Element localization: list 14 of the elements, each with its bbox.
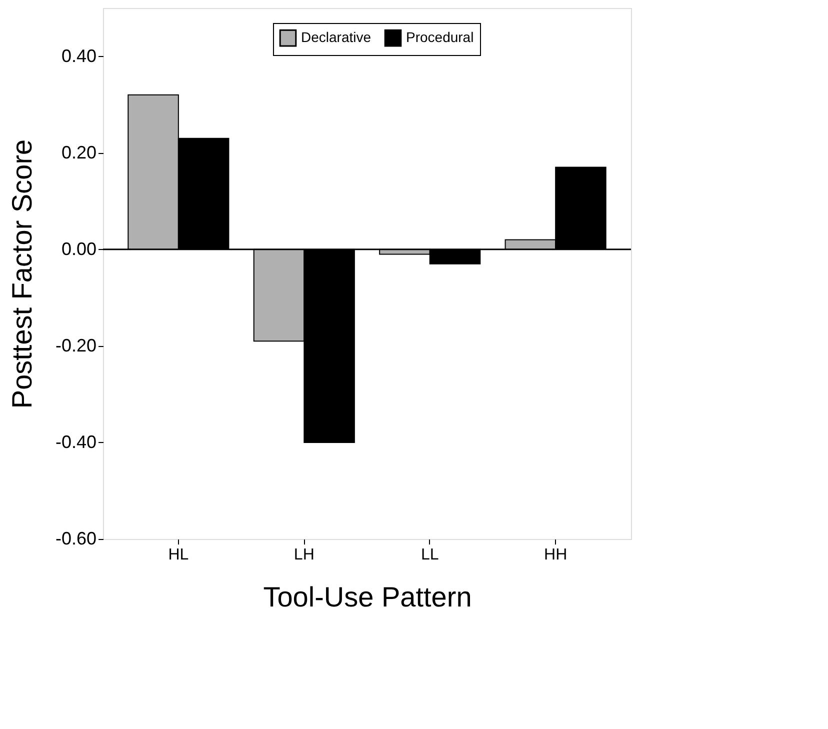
x-tick-label: LL	[420, 546, 439, 564]
x-tick-label: HH	[544, 546, 568, 564]
y-tick-label: 0.20	[61, 142, 96, 162]
x-axis-title: Tool-Use Pattern	[263, 582, 472, 612]
x-tick-label: LH	[294, 546, 314, 564]
y-tick-label: -0.40	[55, 432, 96, 452]
legend-label: Declarative	[301, 29, 372, 46]
y-axis-title: Posttest Factor Score	[6, 139, 38, 409]
legend-label: Procedural	[406, 29, 474, 46]
y-tick-label: -0.20	[55, 335, 96, 356]
y-tick-label: 0.00	[61, 238, 96, 259]
y-tick-label: -0.60	[55, 528, 96, 548]
y-tick-label: 0.40	[61, 46, 96, 66]
x-tick-label: HL	[168, 546, 189, 564]
